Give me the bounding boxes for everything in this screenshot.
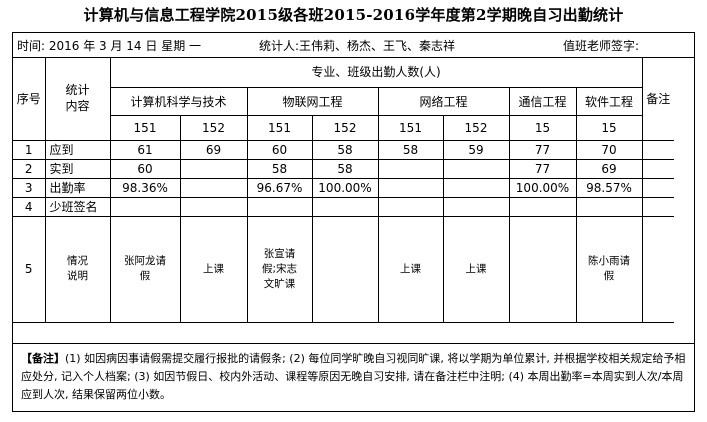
data-cell bbox=[508, 215, 577, 323]
class-header: 151 bbox=[377, 114, 444, 141]
data-cell: 61 bbox=[109, 139, 181, 160]
data-cell bbox=[442, 196, 510, 217]
row-seq: 5 bbox=[13, 215, 46, 323]
major-header: 通信工程 bbox=[508, 86, 577, 116]
row-seq: 4 bbox=[13, 196, 46, 217]
remark-cell bbox=[641, 215, 674, 323]
data-cell: 上课 bbox=[179, 215, 248, 323]
remark-cell bbox=[641, 158, 674, 179]
data-cell: 96.67% bbox=[246, 177, 313, 198]
row-label: 实到 bbox=[44, 158, 111, 179]
data-cell bbox=[311, 215, 379, 323]
data-cell: 77 bbox=[508, 158, 577, 179]
data-cell: 陈小雨请 假 bbox=[575, 215, 643, 323]
class-header: 151 bbox=[246, 114, 313, 141]
data-cell bbox=[311, 196, 379, 217]
data-cell bbox=[575, 196, 643, 217]
data-cell: 张阿龙请 假 bbox=[109, 215, 181, 323]
data-cell: 69 bbox=[179, 139, 248, 160]
data-cell: 59 bbox=[442, 139, 510, 160]
data-cell: 77 bbox=[508, 139, 577, 160]
data-cell bbox=[179, 196, 248, 217]
class-header: 151 bbox=[110, 114, 181, 141]
major-header: 计算机科学与技术 bbox=[110, 86, 248, 116]
data-cell: 98.57% bbox=[575, 177, 643, 198]
data-cell bbox=[377, 177, 444, 198]
table-row: 5 情况 说明 张阿龙请 假 上课 张宣请 假;宋志 文旷课 上课 上课 陈小雨… bbox=[13, 215, 674, 323]
data-cell bbox=[246, 196, 313, 217]
date-text: 时间: 2016 年 3 月 14 日 星期 一 bbox=[17, 39, 202, 53]
data-cell: 100.00% bbox=[508, 177, 577, 198]
notes-text: (1) 如因病因事请假需提交履行报批的请假条; (2) 每位同学旷晚自习视同旷课… bbox=[21, 352, 686, 401]
data-cell: 100.00% bbox=[311, 177, 379, 198]
data-cell bbox=[508, 196, 577, 217]
teacher-signature-label: 值班老师签字: bbox=[563, 39, 640, 53]
major-header: 软件工程 bbox=[575, 86, 642, 116]
attendance-sheet: 时间: 2016 年 3 月 14 日 星期 一 统计人:王伟莉、杨杰、王飞、秦… bbox=[12, 32, 695, 412]
data-cell: 70 bbox=[575, 139, 643, 160]
row-label: 情况 说明 bbox=[44, 215, 111, 323]
data-cell bbox=[442, 177, 510, 198]
data-cell: 上课 bbox=[442, 215, 510, 323]
row-seq: 2 bbox=[13, 158, 46, 179]
data-cell: 58 bbox=[377, 139, 444, 160]
data-cell: 60 bbox=[109, 158, 181, 179]
data-cell: 69 bbox=[575, 158, 643, 179]
table-row: 2 实到 60 58 58 77 69 bbox=[13, 158, 674, 179]
dept-header: 专业、班级出勤人数(人) bbox=[109, 57, 643, 88]
page-title: 计算机与信息工程学院2015级各班2015-2016学年度第2学期晚自习出勤统计 bbox=[83, 6, 624, 24]
statistician-text: 统计人:王伟莉、杨杰、王飞、秦志祥 bbox=[259, 39, 456, 53]
data-cell bbox=[377, 196, 444, 217]
row-seq: 1 bbox=[13, 139, 46, 160]
notes-block: 【备注】(1) 如因病因事请假需提交履行报批的请假条; (2) 每位同学旷晚自习… bbox=[13, 343, 694, 411]
data-cell bbox=[179, 177, 248, 198]
data-cell bbox=[377, 158, 444, 179]
remark-cell bbox=[641, 196, 674, 217]
major-header: 网络工程 bbox=[377, 86, 510, 116]
data-cell: 60 bbox=[246, 139, 313, 160]
attendance-table: 序号 统计 内容 专业、班级出勤人数(人) 备注 计算机科学与技术 物联网工程 … bbox=[13, 57, 674, 323]
data-cell: 上课 bbox=[377, 215, 444, 323]
remark-cell bbox=[641, 177, 674, 198]
data-cell: 张宣请 假;宋志 文旷课 bbox=[246, 215, 313, 323]
remark-cell bbox=[641, 139, 674, 160]
data-cell: 58 bbox=[246, 158, 313, 179]
data-cell bbox=[179, 158, 248, 179]
remark-header: 备注 bbox=[641, 57, 674, 141]
row-label: 出勤率 bbox=[44, 177, 111, 198]
data-cell bbox=[442, 158, 510, 179]
data-cell: 58 bbox=[311, 139, 379, 160]
info-bar: 时间: 2016 年 3 月 14 日 星期 一 统计人:王伟莉、杨杰、王飞、秦… bbox=[13, 33, 694, 58]
class-header: 152 bbox=[179, 114, 248, 141]
row-label: 少班签名 bbox=[44, 196, 111, 217]
seq-header: 序号 bbox=[13, 57, 46, 141]
class-header: 152 bbox=[311, 114, 379, 141]
class-header: 15 bbox=[575, 114, 642, 141]
table-row: 4 少班签名 bbox=[13, 196, 674, 217]
stat-content-header: 统计 内容 bbox=[44, 57, 111, 141]
major-header: 物联网工程 bbox=[246, 86, 379, 116]
data-cell: 98.36% bbox=[109, 177, 181, 198]
notes-label: 【备注】 bbox=[21, 352, 65, 365]
class-header: 152 bbox=[442, 114, 510, 141]
table-row: 3 出勤率 98.36% 96.67% 100.00% 100.00% 98.5… bbox=[13, 177, 674, 198]
data-cell bbox=[109, 196, 181, 217]
row-label: 应到 bbox=[44, 139, 111, 160]
row-seq: 3 bbox=[13, 177, 46, 198]
table-row: 1 应到 61 69 60 58 58 59 77 70 bbox=[13, 139, 674, 160]
data-cell: 58 bbox=[311, 158, 379, 179]
class-header: 15 bbox=[508, 114, 577, 141]
